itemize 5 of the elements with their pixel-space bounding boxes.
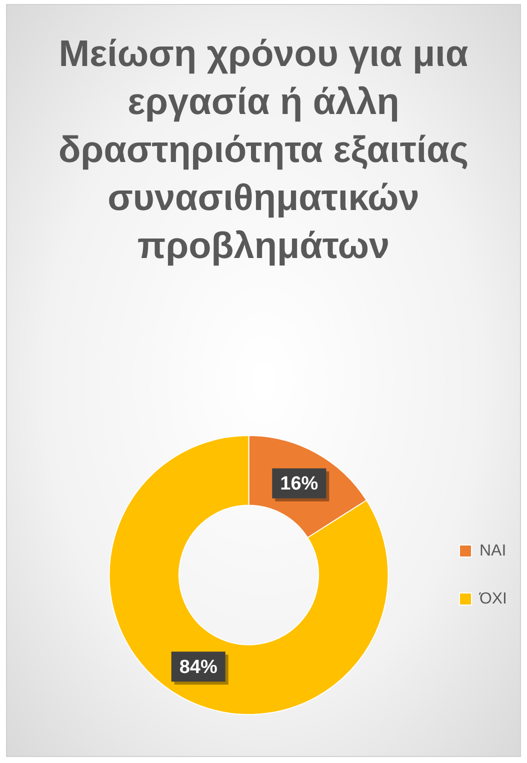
legend-label: ΝΑΙ: [479, 542, 506, 560]
chart-title: Μείωση χρόνου για μια εργασία ή άλλη δραστηριότητα εξαιτίας συνασιθηματικών προβλημάτων: [57, 32, 470, 268]
legend-label: ΌΧΙ: [478, 590, 508, 608]
data-label: 84%: [179, 656, 218, 678]
data-label: 16%: [280, 474, 318, 495]
